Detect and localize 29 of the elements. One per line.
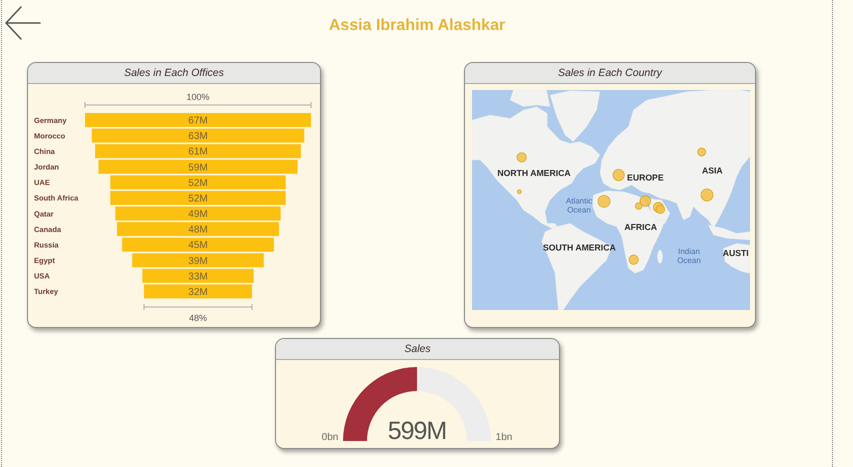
text: 599M bbox=[388, 417, 446, 445]
data-label: 49M bbox=[188, 209, 208, 220]
text: SOUTH AMERICA bbox=[542, 242, 616, 252]
text: Sales in Each Country bbox=[465, 63, 755, 84]
text: Assia Ibrahim Alashkar bbox=[328, 17, 506, 35]
data-label: 32M bbox=[188, 286, 208, 298]
data-label: 48M bbox=[188, 224, 208, 236]
data-label: 67M bbox=[188, 116, 208, 126]
text: AFRICA bbox=[624, 222, 658, 232]
data-label: 39M bbox=[188, 256, 208, 267]
data-label: 52M bbox=[188, 178, 208, 189]
text: Sales in Each Offices bbox=[28, 63, 320, 84]
data-label: 63M bbox=[188, 131, 208, 142]
text: ASIA bbox=[702, 165, 724, 176]
text: 0bn bbox=[322, 432, 338, 443]
data-label: 45M bbox=[188, 240, 208, 252]
data-label: 61M bbox=[188, 146, 208, 158]
data-label: 33M bbox=[188, 271, 208, 282]
text: EUROPE bbox=[627, 172, 664, 183]
text: 48% bbox=[188, 313, 208, 323]
chart-title: Sales bbox=[276, 339, 559, 360]
text: Atlantic Ocean bbox=[566, 196, 592, 214]
text: Indian Ocean bbox=[677, 247, 701, 265]
data-label: 59M bbox=[188, 162, 208, 174]
text: AUSTI bbox=[722, 248, 749, 258]
text: NORTH AMERICA bbox=[497, 168, 572, 178]
text: 1bn bbox=[496, 432, 512, 443]
text: 100% bbox=[186, 92, 210, 102]
data-label: 52M bbox=[188, 193, 208, 204]
